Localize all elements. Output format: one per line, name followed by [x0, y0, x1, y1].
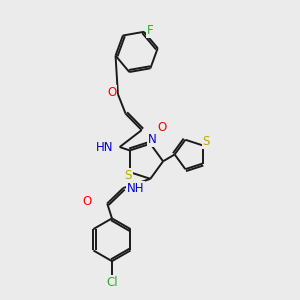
Text: NH: NH — [127, 182, 144, 194]
Text: F: F — [147, 24, 154, 37]
Text: HN: HN — [96, 140, 113, 154]
Text: O: O — [82, 195, 91, 208]
Text: O: O — [158, 121, 167, 134]
Text: O: O — [107, 86, 117, 99]
Text: Cl: Cl — [106, 276, 118, 289]
Text: S: S — [124, 169, 132, 182]
Text: S: S — [202, 135, 210, 148]
Text: N: N — [148, 133, 156, 146]
